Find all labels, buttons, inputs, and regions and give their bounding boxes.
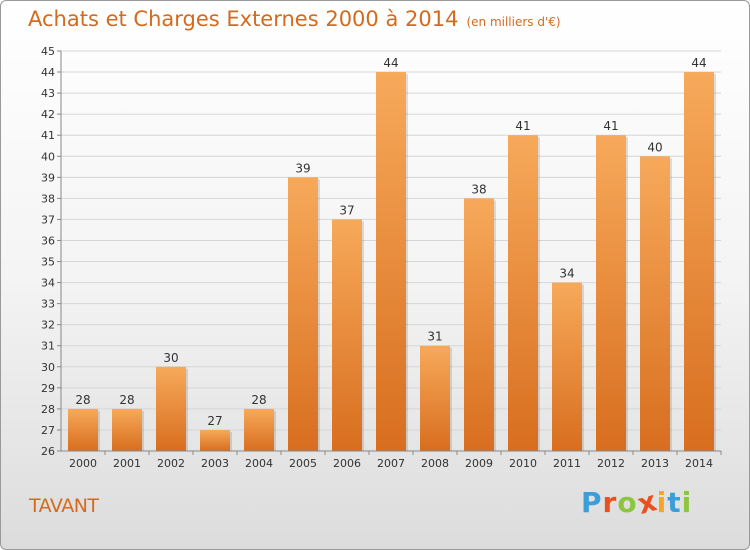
y-tick-label: 29 <box>41 382 55 395</box>
axes: 26 27 28 29 30 31 32 33 34 35 36 37 38 39 40 41 42 43 44 45… <box>41 45 722 470</box>
x-tick-label-2003: 2003 <box>201 457 229 470</box>
value-label-2000: 28 <box>75 393 90 407</box>
logo-letter: P <box>581 486 603 519</box>
value-label-2009: 38 <box>471 182 486 196</box>
y-tick-label: 31 <box>41 340 55 353</box>
value-label-2002: 30 <box>163 351 178 365</box>
y-tick-label: 35 <box>41 256 55 269</box>
y-tick-label: 37 <box>41 213 55 226</box>
y-tick-label: 38 <box>41 192 55 205</box>
x-tick-label-2002: 2002 <box>157 457 185 470</box>
y-tick-label: 28 <box>41 403 55 416</box>
y-tick-label: 36 <box>41 234 55 247</box>
x-tick-label-2009: 2009 <box>465 457 493 470</box>
value-label-2003: 27 <box>207 414 222 428</box>
x-tick-label-2000: 2000 <box>69 457 97 470</box>
value-label-2007: 44 <box>383 56 398 70</box>
bars: 28 28 30 27 28 39 37 44 31 38 41 34 41 40 44 <box>68 56 716 452</box>
value-label-2004: 28 <box>251 393 266 407</box>
x-tick-label-2014: 2014 <box>685 457 713 470</box>
y-tick-label: 32 <box>41 319 55 332</box>
x-tick-label-2001: 2001 <box>113 457 141 470</box>
x-tick-label-2004: 2004 <box>245 457 273 470</box>
value-label-2010: 41 <box>515 119 530 133</box>
chart-unit: (en milliers d'€) <box>466 15 561 29</box>
chart-title: Achats et Charges Externes 2000 à 2014 (e… <box>28 7 561 31</box>
bar-2013 <box>640 156 670 451</box>
logo-letter: i <box>656 486 668 519</box>
bar-2005 <box>288 177 318 451</box>
y-tick-label: 30 <box>41 361 55 374</box>
proxiti-logo: Proxiti <box>581 484 693 521</box>
logo-letter: t <box>667 486 682 519</box>
y-tick-label: 40 <box>41 150 55 163</box>
logo-letter: i <box>681 486 693 519</box>
logo-letter: o <box>617 486 638 519</box>
value-label-2014: 44 <box>691 56 706 70</box>
bar-2007 <box>376 72 406 451</box>
x-tick-label-2011: 2011 <box>553 457 581 470</box>
bar-2010 <box>508 135 538 452</box>
y-tick-label: 44 <box>41 66 55 79</box>
value-label-2013: 40 <box>647 140 662 154</box>
x-tick-label-2012: 2012 <box>597 457 625 470</box>
y-tick-label: 41 <box>41 129 55 142</box>
y-tick-label: 39 <box>41 171 55 184</box>
y-tick-label: 27 <box>41 424 55 437</box>
bar-2002 <box>156 366 186 451</box>
bar-2011 <box>552 282 582 451</box>
value-label-2008: 31 <box>427 330 442 344</box>
y-tick-label: 42 <box>41 108 55 121</box>
y-tick-label: 43 <box>41 87 55 100</box>
y-tick-label: 45 <box>41 45 55 58</box>
bar-2001 <box>112 408 142 451</box>
bar-2014 <box>684 72 714 451</box>
value-label-2005: 39 <box>295 161 310 175</box>
chart-title-text: Achats et Charges Externes 2000 à 2014 <box>28 7 459 31</box>
value-label-2011: 34 <box>559 267 574 281</box>
x-tick-label-2010: 2010 <box>509 457 537 470</box>
value-label-2012: 41 <box>603 119 618 133</box>
bar-2012 <box>596 135 626 452</box>
bar-2006 <box>332 219 362 451</box>
bar-2008 <box>420 345 450 451</box>
bar-2009 <box>464 198 494 451</box>
bar-2000 <box>68 408 98 451</box>
x-tick-label-2007: 2007 <box>377 457 405 470</box>
logo-letter: r <box>602 486 618 519</box>
x-tick-label-2005: 2005 <box>289 457 317 470</box>
x-tick-label-2008: 2008 <box>421 457 449 470</box>
y-tick-label: 34 <box>41 277 55 290</box>
y-tick-label: 33 <box>41 298 55 311</box>
commune-name: TAVANT <box>29 495 99 517</box>
bar-2003 <box>200 429 230 451</box>
y-tick-label: 26 <box>41 445 55 458</box>
bar-2004 <box>244 408 274 451</box>
x-tick-label-2006: 2006 <box>333 457 361 470</box>
value-label-2006: 37 <box>339 203 354 217</box>
x-tick-label-2013: 2013 <box>641 457 669 470</box>
value-label-2001: 28 <box>119 393 134 407</box>
